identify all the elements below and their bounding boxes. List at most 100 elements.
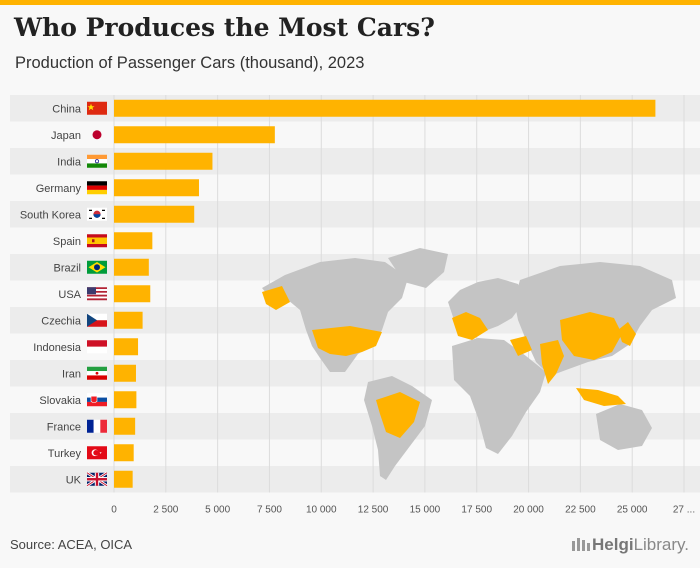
- x-tick-label: 22 500: [565, 505, 596, 516]
- category-label: Slovakia: [39, 395, 81, 407]
- brand-logo: HelgiLibrary.: [572, 535, 689, 555]
- x-tick-label: 15 000: [410, 505, 441, 516]
- flag-part: [89, 217, 92, 219]
- flag-part: [95, 159, 99, 164]
- x-tick-label: 20 000: [513, 505, 544, 516]
- slovakia-flag: [87, 393, 107, 407]
- flag-part: [87, 294, 107, 297]
- x-tick-label: 2 500: [153, 505, 178, 516]
- category-label: Indonesia: [33, 342, 82, 354]
- flag-part: [87, 159, 107, 164]
- bar: [114, 258, 149, 276]
- bar: [114, 417, 136, 435]
- page-title: Who Produces the Most Cars?: [14, 13, 435, 42]
- top-accent-bar: [0, 0, 700, 5]
- bar: [114, 364, 136, 382]
- flag-part: [87, 287, 107, 290]
- flag-part: [87, 313, 107, 321]
- bar: [114, 391, 137, 409]
- x-tick-label: 7 500: [257, 505, 282, 516]
- flag-part: [87, 237, 107, 244]
- brand-rest: Library.: [633, 535, 689, 554]
- greenland-shape: [388, 248, 448, 288]
- czechia-flag: [87, 313, 107, 327]
- indonesia-flag: [87, 340, 107, 354]
- x-tick-label: 17 500: [461, 505, 492, 516]
- flag-part: [95, 371, 99, 375]
- africa-shape: [452, 338, 546, 454]
- category-label: USA: [58, 289, 81, 301]
- bar: [114, 99, 656, 117]
- library-icon: [572, 537, 590, 551]
- usa-highlight: [312, 326, 382, 356]
- flag-part: [87, 189, 107, 195]
- flag-part: [92, 239, 95, 243]
- flag-part: [87, 292, 107, 295]
- uk-flag: [86, 471, 108, 487]
- india-flag: [87, 154, 107, 168]
- flag-part: [95, 472, 99, 486]
- flag-part: [89, 209, 92, 211]
- flag-part: [87, 346, 107, 354]
- bars: [114, 99, 656, 488]
- flag-part: [92, 130, 102, 140]
- x-tick-label: 10 000: [306, 505, 337, 516]
- bar: [114, 179, 199, 197]
- flag-part: [87, 163, 107, 168]
- category-label: Spain: [53, 236, 81, 248]
- flag-part: [87, 185, 107, 190]
- germany-flag: [87, 181, 107, 195]
- indonesia-highlight: [576, 388, 626, 406]
- bar: [114, 285, 151, 303]
- china-highlight: [560, 312, 622, 360]
- page-subtitle: Production of Passenger Cars (thousand),…: [15, 54, 365, 72]
- flag-part: [87, 296, 107, 299]
- world-map: [262, 248, 676, 480]
- flag-icons: [86, 101, 108, 487]
- source-note: Source: ACEA, OICA: [10, 537, 133, 552]
- brazil-flag: [87, 260, 107, 274]
- x-tick-label: 25 000: [617, 505, 648, 516]
- flag-part: [94, 264, 100, 271]
- flag-part: [87, 313, 97, 327]
- flag-part: [99, 451, 102, 454]
- iran-highlight: [510, 336, 532, 356]
- bar: [114, 470, 133, 488]
- flag-part: [87, 154, 107, 160]
- flag-part: [87, 320, 107, 327]
- flag-part: [93, 450, 99, 456]
- category-label: UK: [66, 474, 82, 486]
- japan-flag: [92, 130, 102, 140]
- usa-flag: [87, 287, 107, 301]
- china-flag: [87, 101, 107, 115]
- bar: [114, 126, 275, 144]
- australia-shape: [596, 404, 652, 450]
- category-label: India: [57, 156, 82, 168]
- category-label: China: [52, 103, 82, 115]
- flag-star: [87, 103, 95, 111]
- alaska-highlight: [262, 286, 290, 310]
- japan-korea-highlight: [618, 322, 636, 346]
- category-label: South Korea: [20, 209, 82, 221]
- category-label: Japan: [51, 130, 81, 142]
- brazil-highlight: [376, 392, 420, 438]
- bar: [114, 338, 139, 356]
- south-korea-flag: [87, 207, 107, 221]
- flag-part: [87, 340, 107, 347]
- category-label: Germany: [36, 183, 82, 195]
- x-axis-tick-labels: 0 2 500 5 000 7 500 10 000 12 500 15 000 17 500…: [111, 505, 695, 516]
- x-tick-label: 5 000: [205, 505, 230, 516]
- flag-part: [90, 395, 98, 404]
- turkey-flag: [87, 446, 107, 460]
- flag-part: [102, 217, 105, 219]
- category-labels: China Japan India Germany South Korea Spain Br…: [20, 103, 82, 486]
- flag-part: [87, 101, 107, 115]
- flag-part: [87, 298, 107, 301]
- flag-part: [87, 181, 107, 186]
- flag-part: [87, 289, 107, 291]
- bar-chart: China Japan India Germany South Korea Spain Br…: [10, 95, 700, 516]
- flag-part: [102, 209, 105, 211]
- flag-part: [100, 419, 107, 433]
- flag-part: [87, 366, 107, 372]
- flag-part: [93, 214, 101, 218]
